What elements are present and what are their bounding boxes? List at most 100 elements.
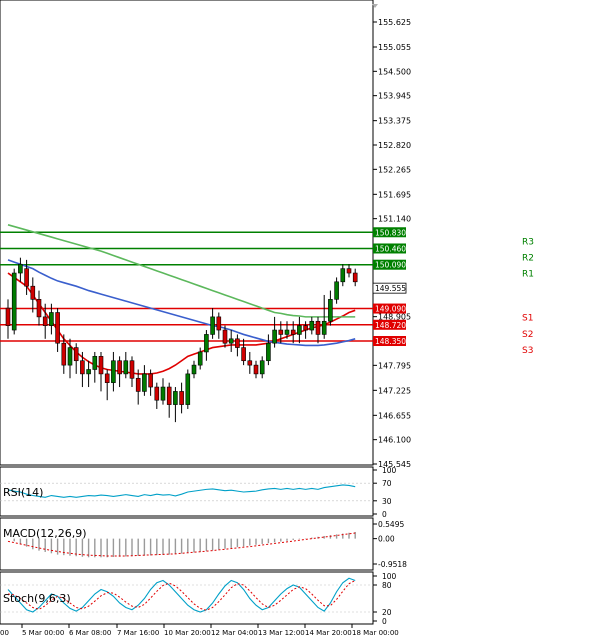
candle-body xyxy=(154,386,160,401)
rsi-tick-label: 0 xyxy=(382,510,387,519)
candle-body xyxy=(11,272,17,331)
candle-body xyxy=(278,329,284,335)
chart-shift-marker-icon[interactable] xyxy=(372,4,378,8)
candle-body xyxy=(5,307,11,326)
candle-body xyxy=(49,312,54,326)
price-tick-label: 152.820 xyxy=(378,141,411,150)
candle-body xyxy=(142,373,147,392)
level-value-label: 148.720 xyxy=(375,321,406,330)
time-tick-label: 14 Mar 20:00 xyxy=(305,629,352,637)
current-price-box xyxy=(372,282,407,294)
price-axis: 155.625 155.055 154.500 153.945 153.375 152.8… xyxy=(373,18,411,469)
stoch-tick-label: 100 xyxy=(382,572,397,581)
level-value-label: 149.090 xyxy=(375,305,406,314)
level-name-r3: R3 xyxy=(522,237,534,247)
candle-body xyxy=(173,391,178,405)
candle-body xyxy=(61,342,67,366)
level-value-label: 148.350 xyxy=(375,337,406,346)
candle-body xyxy=(352,272,358,283)
level-name-r1: R1 xyxy=(522,270,534,280)
price-tick-label: 155.625 xyxy=(378,18,411,27)
candle-body xyxy=(179,391,184,405)
price-tick-label: 151.695 xyxy=(378,190,411,199)
stoch-label: Stoch(9,6,3) xyxy=(3,592,71,605)
candle-body xyxy=(340,268,346,283)
candle-body xyxy=(315,320,321,335)
stoch-main-line xyxy=(7,577,356,613)
level-value-box xyxy=(373,227,406,238)
macd-indicator: 0.5495 0.00 -0.9518 MACD(12,26,9) xyxy=(3,520,407,569)
candle-body xyxy=(290,329,296,335)
level-name-r2: R2 xyxy=(522,253,534,263)
time-tick-label: 5 Mar 00:00 xyxy=(22,629,64,637)
candle-body xyxy=(247,360,253,366)
candle-body xyxy=(321,320,327,335)
candle-body xyxy=(129,360,135,379)
candle-body xyxy=(104,373,110,383)
time-tick-label: 10 Mar 20:00 xyxy=(164,629,211,637)
candle-body xyxy=(309,320,315,331)
candle-body xyxy=(284,329,290,335)
candle-body xyxy=(197,351,203,366)
candle-body xyxy=(241,347,246,362)
level-value-label: 150.830 xyxy=(375,228,406,237)
rsi-line xyxy=(7,484,356,498)
candle-body xyxy=(135,377,141,392)
time-tick-label: 12 Mar 04:00 xyxy=(211,629,258,637)
level-name-s2: S2 xyxy=(522,330,533,340)
price-tick-label: 147.225 xyxy=(378,386,411,395)
time-tick-label-partial: 00 xyxy=(0,629,9,637)
candle-body xyxy=(86,369,91,375)
macd-tick-label: -0.9518 xyxy=(378,560,407,569)
level-value-label: 150.090 xyxy=(375,261,406,270)
candle-body xyxy=(92,356,98,370)
candle-body xyxy=(98,356,104,375)
candle-body xyxy=(67,347,73,366)
candle-body xyxy=(42,316,48,326)
macd-label: MACD(12,26,9) xyxy=(3,527,87,540)
level-value-label: 150.460 xyxy=(375,244,406,253)
candle-body xyxy=(117,360,122,375)
price-tick-label: 146.100 xyxy=(378,436,411,445)
macd-tick-label: 0.5495 xyxy=(378,520,404,529)
rsi-pane xyxy=(0,466,374,517)
time-tick-label: 7 Mar 16:00 xyxy=(117,629,159,637)
current-price-label: 149.555 xyxy=(375,284,406,293)
ma-line-2 xyxy=(7,224,356,318)
candle-body xyxy=(80,360,85,375)
candle-body xyxy=(222,329,228,344)
level-name-s1: S1 xyxy=(522,314,533,324)
candle-body xyxy=(334,281,339,300)
rsi-indicator: 100 70 30 0 RSI(14) xyxy=(0,466,397,519)
candle-body xyxy=(328,299,333,322)
level-value-box xyxy=(373,336,406,347)
candle-body xyxy=(303,325,308,331)
price-tick-label: 153.945 xyxy=(378,92,411,101)
candle-body xyxy=(191,364,197,375)
stoch-pane xyxy=(0,571,374,625)
candle-body xyxy=(346,268,352,274)
candle-body xyxy=(272,329,277,344)
price-tick-label: 148.905 xyxy=(378,313,411,322)
candle-body xyxy=(210,316,215,335)
level-name-s3: S3 xyxy=(522,346,533,356)
time-tick-label: 18 Mar 00:00 xyxy=(352,629,399,637)
candle-body xyxy=(253,364,259,375)
candles xyxy=(5,257,358,423)
candle-body xyxy=(73,347,79,362)
level-value-box xyxy=(373,303,406,314)
price-tick-label: 151.140 xyxy=(378,215,411,224)
stoch-tick-label: 0 xyxy=(382,617,387,626)
candle-body xyxy=(36,299,42,318)
price-tick-label: 155.055 xyxy=(378,43,411,52)
candle-body xyxy=(123,360,129,375)
rsi-label: RSI(14) xyxy=(3,486,43,499)
candle-body xyxy=(259,360,265,375)
macd-pane xyxy=(0,517,374,571)
candle-body xyxy=(24,268,29,287)
candle-body xyxy=(166,386,172,405)
time-axis: 00 5 Mar 00:00 6 Mar 08:00 7 Mar 16:00 10 Ma… xyxy=(0,624,399,637)
rsi-tick-label: 100 xyxy=(382,466,397,475)
price-tick-label: 147.795 xyxy=(378,361,411,370)
